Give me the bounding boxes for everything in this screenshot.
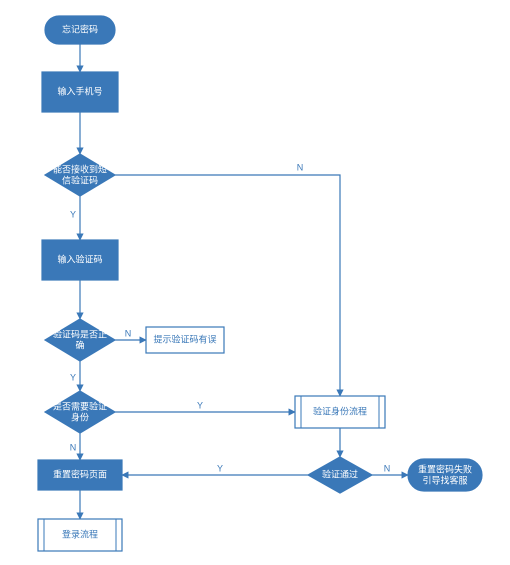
node-label1-needVerify: 是否需要验证 [53, 400, 107, 411]
node-label1-codeCorrect: 验证码是否正 [53, 328, 107, 339]
node-label2-needVerify: 身份 [71, 411, 89, 422]
node-label-inputCode: 输入验证码 [57, 253, 102, 264]
node-label1-resetFail: 重置密码失败 [418, 463, 472, 474]
node-label1-canReceive: 能否接收到短 [53, 163, 107, 174]
node-inputCode: 输入验证码 [42, 240, 118, 280]
edge-label-verifyPass-resetPage: Y [217, 463, 223, 473]
node-verifyFlow: 验证身份流程 [295, 396, 385, 428]
edges-layer: Y N N Y Y N Y N [70, 44, 408, 519]
nodes-layer: 忘记密码输入手机号能否接收到短信验证码输入验证码验证码是否正确 提示验证码有误是否… [38, 16, 482, 551]
node-verifyPass: 验证通过 [308, 457, 372, 493]
edge-label-codeCorrect-errorHint: N [125, 328, 132, 338]
edge-label-needVerify-resetPage: N [70, 442, 77, 452]
node-label-start: 忘记密码 [62, 23, 98, 34]
node-canReceive: 能否接收到短信验证码 [45, 154, 115, 196]
edge-label-needVerify-verifyFlow: Y [197, 400, 203, 410]
node-needVerify: 是否需要验证身份 [45, 391, 115, 433]
node-label-loginFlow: 登录流程 [62, 528, 98, 539]
node-inputPhone: 输入手机号 [42, 72, 118, 112]
node-resetPage: 重置密码页面 [38, 460, 122, 490]
node-resetFail: 重置密码失败引导找客服 [408, 459, 482, 491]
node-label2-codeCorrect: 确 [75, 339, 84, 350]
node-start: 忘记密码 [45, 16, 115, 44]
node-label2-canReceive: 信验证码 [62, 174, 98, 185]
node-label1-verifyPass: 验证通过 [322, 468, 358, 479]
node-codeCorrect: 验证码是否正确 [45, 319, 115, 361]
node-label-verifyFlow: 验证身份流程 [313, 405, 367, 416]
node-errorHint: 提示验证码有误 [146, 327, 224, 353]
node-loginFlow: 登录流程 [38, 519, 122, 551]
flowchart-canvas: Y N N Y Y N Y N 忘记密码输入手机号能否接收到短信验证码输入验证码验证码是否正确 提… [0, 0, 510, 565]
node-label-errorHint: 提示验证码有误 [153, 333, 216, 344]
edge-label-verifyPass-resetFail: N [384, 463, 391, 473]
edge-label-canReceive-verifyFlow: N [297, 162, 304, 172]
edge-canReceive-verifyFlow [115, 175, 340, 396]
node-label2-resetFail: 引导找客服 [422, 474, 467, 485]
edge-label-codeCorrect-needVerify: Y [70, 372, 76, 382]
node-label-resetPage: 重置密码页面 [53, 468, 107, 479]
edge-label-canReceive-inputCode: Y [70, 209, 76, 219]
node-label-inputPhone: 输入手机号 [57, 85, 102, 96]
